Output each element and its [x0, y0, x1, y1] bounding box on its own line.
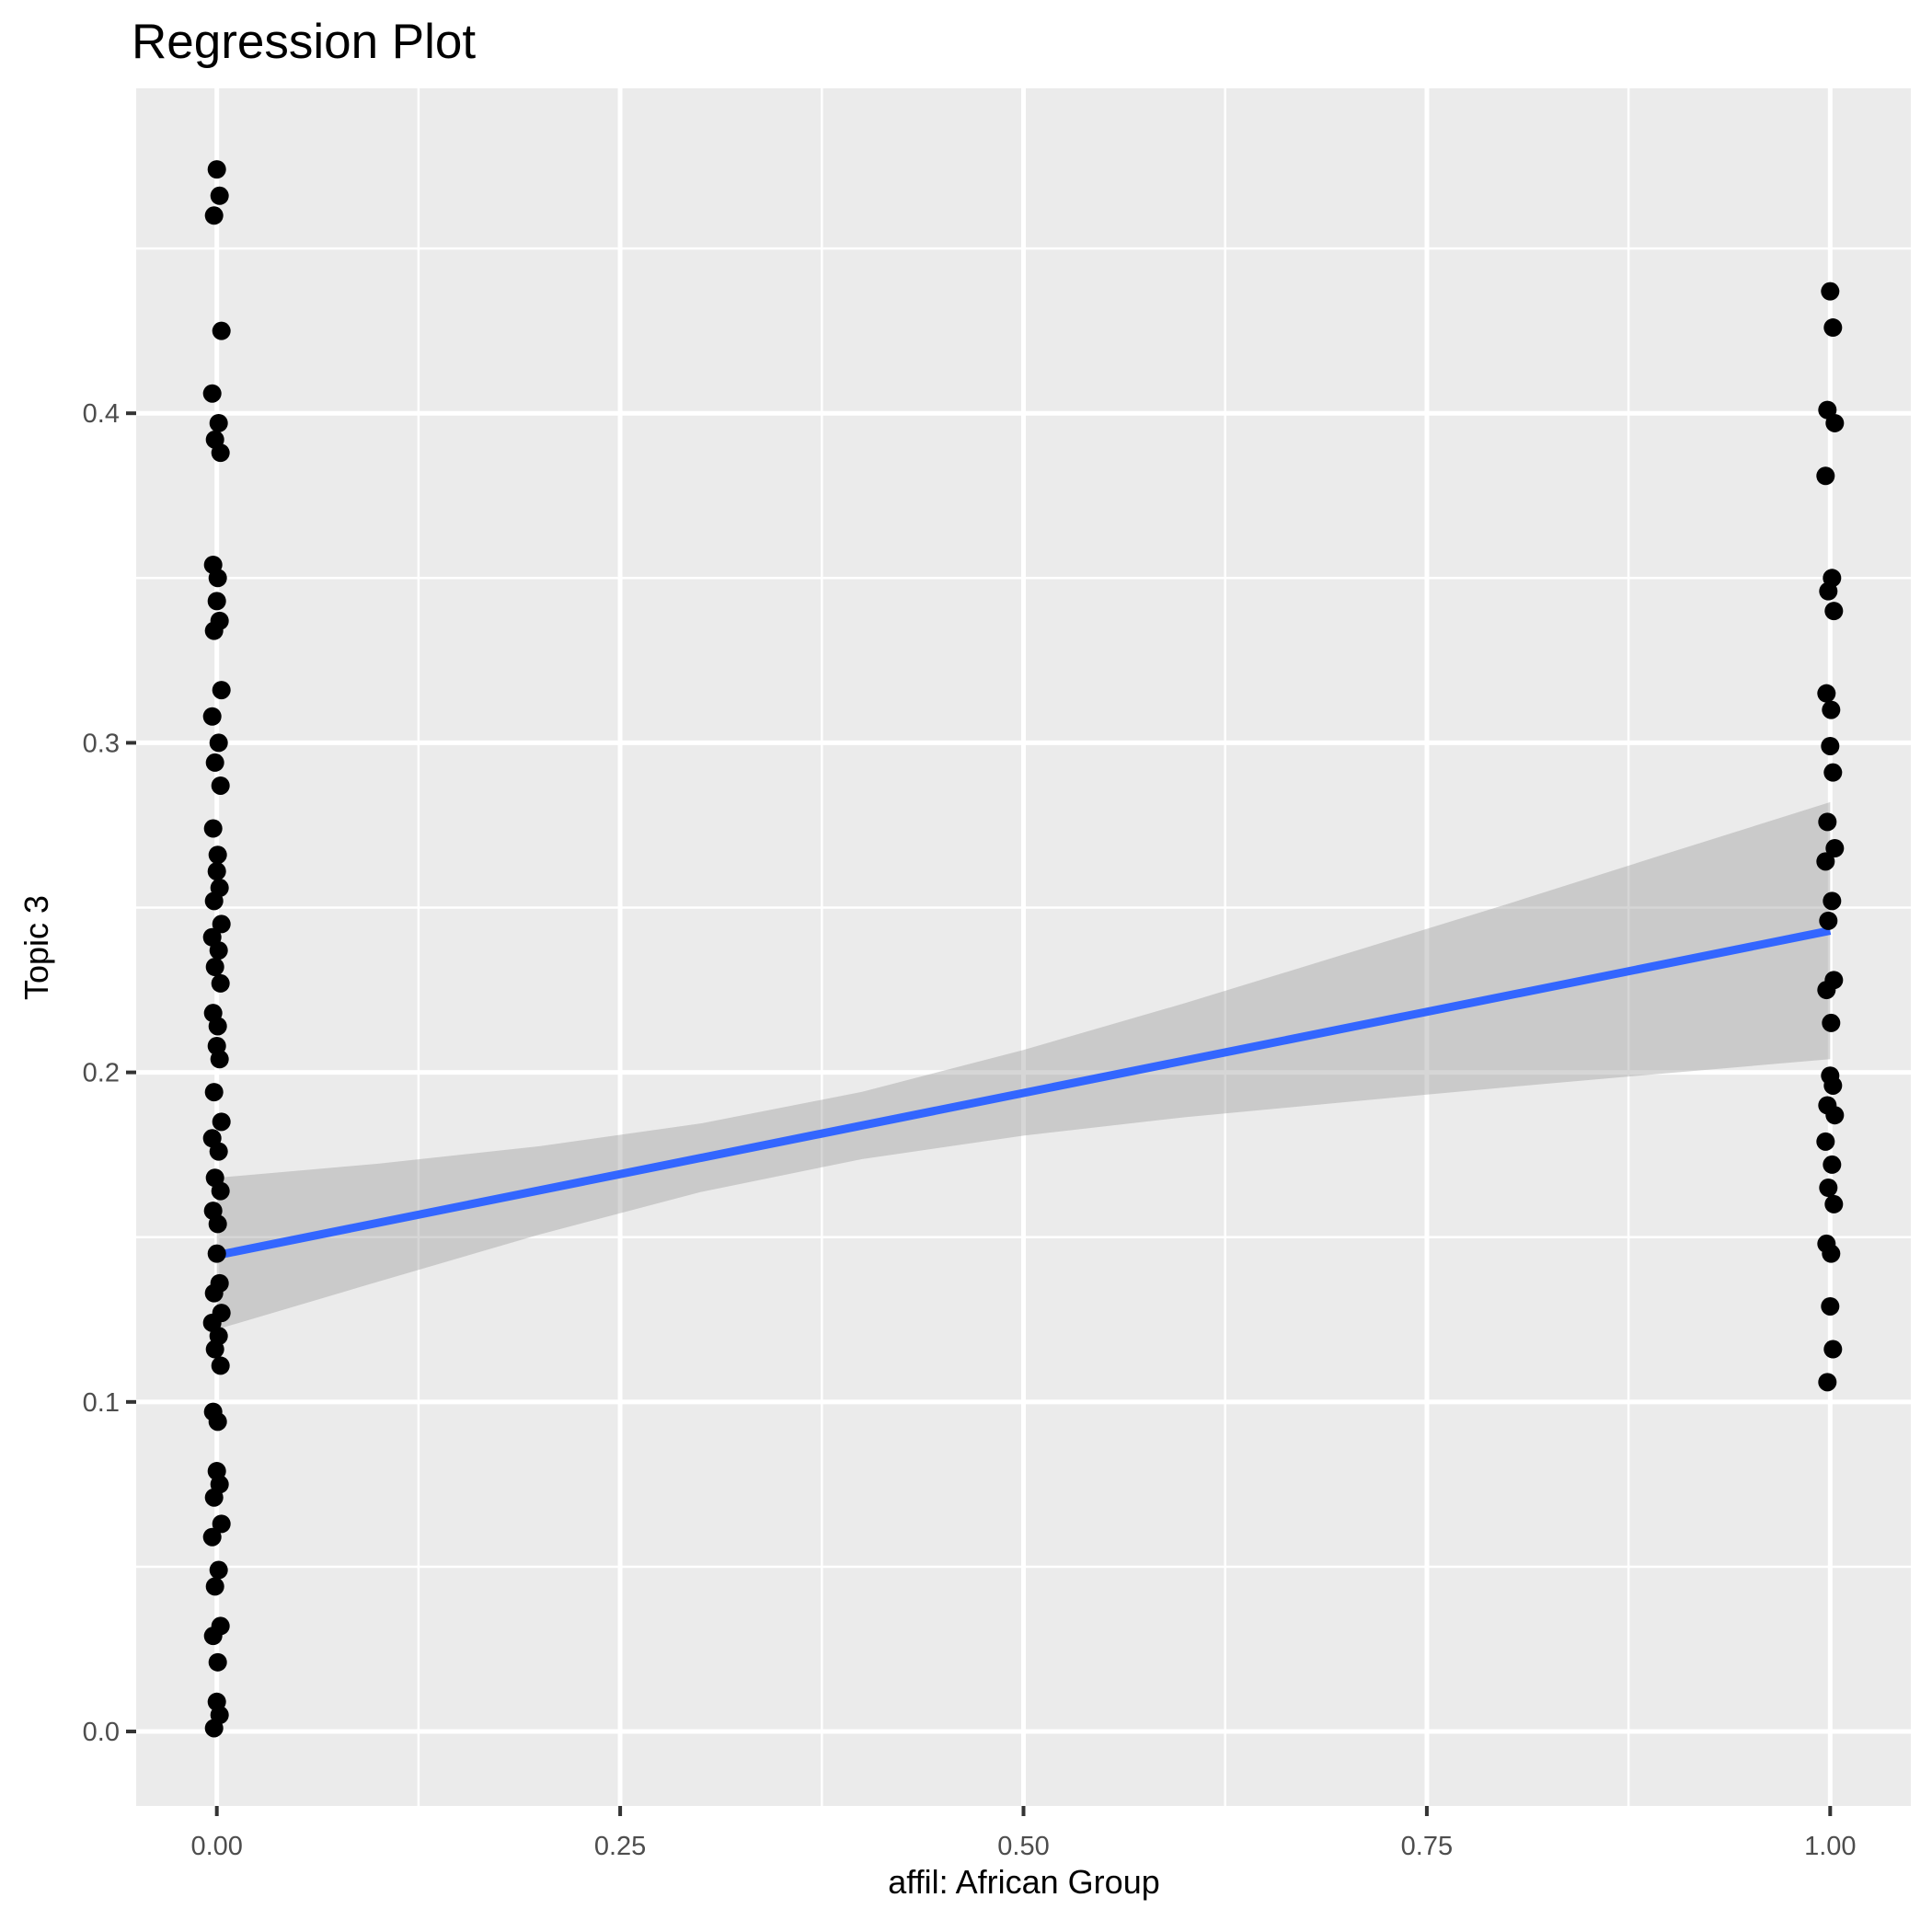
data-point	[1821, 736, 1840, 755]
data-point	[1819, 911, 1838, 930]
data-point	[1821, 282, 1840, 301]
data-point	[1822, 1013, 1841, 1032]
x-axis-ticks	[214, 1806, 1833, 1816]
data-point	[204, 1283, 224, 1303]
y-tick-label: 0.2	[83, 1059, 120, 1088]
data-point	[1825, 413, 1845, 432]
data-point	[204, 891, 224, 911]
data-point	[1816, 466, 1835, 486]
data-point	[207, 160, 226, 179]
data-point	[203, 819, 223, 838]
data-point	[212, 321, 231, 340]
data-point	[1825, 1106, 1845, 1125]
data-point	[210, 1050, 229, 1069]
data-point	[204, 206, 224, 225]
data-point	[211, 1181, 230, 1201]
data-point	[208, 1017, 227, 1036]
data-point	[205, 1577, 224, 1596]
data-point	[208, 1412, 227, 1432]
data-point	[209, 1560, 228, 1580]
y-axis-ticks	[126, 411, 136, 1734]
data-point	[212, 681, 231, 700]
data-point	[1824, 602, 1844, 621]
data-point	[1819, 1178, 1838, 1197]
data-point	[1818, 812, 1837, 832]
data-point	[204, 1719, 224, 1738]
data-point	[1819, 581, 1838, 601]
data-point	[205, 753, 224, 772]
regression-line	[215, 926, 1832, 1259]
data-point	[1816, 852, 1835, 871]
y-axis-title: Topic 3	[17, 895, 55, 1000]
data-point	[1823, 1340, 1843, 1359]
y-axis-tick-labels: 0.0 0.1 0.2 0.3 0.4	[83, 399, 120, 1747]
data-point	[1818, 1373, 1837, 1392]
y-tick-label: 0.4	[83, 399, 120, 429]
data-point	[212, 1112, 231, 1132]
data-point	[212, 914, 231, 934]
data-point	[205, 957, 224, 976]
data-point	[211, 973, 230, 993]
data-point	[210, 186, 229, 205]
data-point	[207, 592, 226, 611]
x-axis-tick-labels: 0.00 0.25 0.50 0.75 1.00	[190, 1832, 1856, 1861]
data-point	[202, 1527, 222, 1547]
data-point	[1822, 1244, 1841, 1263]
confidence-ribbon	[216, 801, 1831, 1330]
data-point	[209, 733, 228, 753]
y-tick-label: 0.3	[83, 729, 120, 758]
y-tick-label: 0.1	[83, 1388, 120, 1418]
data-point	[202, 384, 222, 403]
data-point	[208, 569, 227, 588]
data-point	[211, 1356, 230, 1375]
y-tick-label: 0.0	[83, 1718, 120, 1747]
scatter-points	[202, 160, 1845, 1738]
data-point	[212, 1514, 231, 1534]
data-point	[205, 1340, 224, 1359]
data-point	[207, 862, 226, 881]
data-point	[1821, 1296, 1840, 1316]
data-point	[1824, 1194, 1844, 1213]
data-point	[1817, 981, 1836, 1000]
data-point	[1823, 891, 1842, 911]
data-point	[1816, 1132, 1835, 1151]
x-tick-label: 0.75	[1401, 1832, 1453, 1861]
data-point	[1825, 839, 1845, 858]
data-point	[1817, 684, 1836, 703]
data-point	[1823, 1075, 1843, 1095]
data-point	[1822, 700, 1841, 719]
data-point	[204, 621, 224, 640]
x-tick-label: 1.00	[1804, 1832, 1856, 1861]
data-point	[209, 941, 228, 960]
data-point	[211, 776, 230, 795]
data-point	[207, 1244, 226, 1263]
data-point	[208, 1652, 227, 1672]
data-point	[204, 1488, 224, 1507]
x-tick-label: 0.25	[594, 1832, 646, 1861]
data-point	[208, 1214, 227, 1234]
data-point	[202, 707, 222, 726]
data-point	[203, 1627, 223, 1646]
plot-title: Regression Plot	[132, 15, 476, 69]
data-point	[209, 1142, 228, 1161]
data-point	[1823, 1155, 1842, 1174]
data-point	[1823, 763, 1843, 782]
data-point	[1823, 318, 1843, 338]
x-tick-label: 0.00	[190, 1832, 242, 1861]
data-point	[209, 413, 228, 432]
data-point	[208, 845, 227, 865]
x-axis-title: affil: African Group	[888, 1863, 1160, 1901]
data-point	[211, 443, 230, 463]
data-point	[204, 1083, 224, 1102]
x-tick-label: 0.50	[997, 1832, 1049, 1861]
